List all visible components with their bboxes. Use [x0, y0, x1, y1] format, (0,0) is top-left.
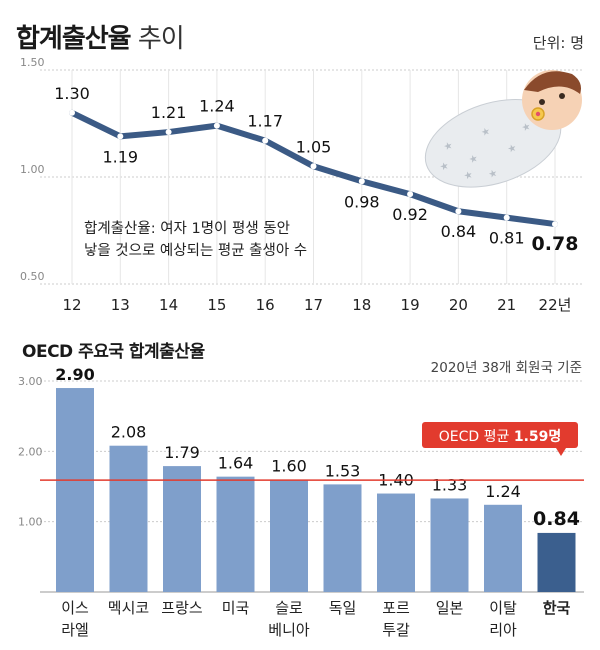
line-x-tick-label: 18 [352, 296, 371, 314]
line-x-tick-label: 17 [304, 296, 323, 314]
line-x-tick-label: 21 [497, 296, 516, 314]
line-y-tick-label: 0.50 [20, 270, 45, 283]
line-value-label: 0.78 [532, 233, 579, 255]
line-x-tick-label: 13 [111, 296, 130, 314]
line-value-label: 0.98 [344, 192, 380, 211]
oecd-basis-note: 2020년 38개 회원국 기준 [430, 360, 582, 376]
bar-y-tick-label: 3.00 [18, 375, 43, 388]
bar-y-tick-label: 2.00 [18, 445, 43, 458]
bar-value-label: 2.90 [55, 365, 94, 384]
oecd-average-callout-box [422, 422, 578, 448]
svg-text:★: ★ [487, 168, 499, 181]
bar-category-label: 투갈 [382, 621, 410, 639]
bar-y-tick-label: 1.00 [18, 516, 43, 529]
definition-line-1: 합계출산율: 여자 1명이 평생 동안 [84, 221, 290, 237]
line-x-tick-label: 12 [62, 296, 81, 314]
bar-0 [56, 388, 94, 592]
line-point [407, 191, 414, 198]
bar-3 [216, 476, 255, 592]
unit-label: 단위: 명 [532, 34, 584, 52]
line-x-tick-label: 15 [207, 296, 226, 314]
line-point [310, 163, 317, 170]
bar-7 [430, 498, 469, 592]
oecd-average-value: 1.59명 [514, 428, 561, 445]
oecd-average-label: OECD 평균 1.59명 [439, 428, 562, 445]
bar-category-label: 일본 [436, 599, 464, 617]
baby-icon: ★ ★ ★ ★ ★ ★ ★ ★ [424, 70, 582, 188]
bar-category-label: 베니아 [268, 621, 310, 639]
line-point [213, 122, 220, 129]
oecd-average-label-text: OECD 평균 [439, 429, 514, 445]
line-point [69, 109, 75, 116]
swaddled-baby-illustration: ★ ★ ★ ★ ★ ★ ★ ★ [412, 62, 592, 192]
bar-category-label: 독일 [329, 599, 357, 617]
svg-text:★: ★ [442, 140, 454, 153]
line-value-label: 1.30 [54, 84, 90, 103]
line-x-tick-label: 14 [159, 296, 178, 314]
line-value-label: 1.05 [296, 137, 332, 156]
oecd-section-title: OECD 주요국 합계출산율 [22, 342, 205, 362]
svg-text:★: ★ [506, 143, 518, 156]
line-y-tick-label: 1.00 [20, 163, 45, 176]
bar-value-label: 1.24 [485, 482, 521, 501]
bar-4 [270, 479, 308, 592]
svg-text:★: ★ [462, 169, 474, 182]
bar-category-label: 슬로 [275, 599, 303, 617]
line-y-tick-label: 1.50 [20, 56, 45, 69]
svg-text:★: ★ [480, 126, 492, 139]
line-point [358, 178, 365, 185]
bar-value-label: 1.40 [378, 471, 414, 490]
line-x-tick-label: 16 [256, 296, 275, 314]
page-title: 합계출산율 추이 [16, 18, 185, 55]
bar-5 [323, 484, 362, 592]
line-value-label: 0.84 [441, 222, 477, 241]
line-x-tick-label: 22년 [539, 296, 572, 314]
bar-category-label: 이탈 [489, 599, 517, 617]
oecd-average-callout: OECD 평균 1.59명 [422, 422, 578, 456]
bar-2 [163, 466, 201, 592]
oecd-average-callout-pointer [556, 448, 566, 456]
bar-value-label: 1.60 [271, 456, 307, 475]
line-value-label: 1.17 [247, 112, 283, 131]
bar-value-label: 1.33 [432, 475, 468, 494]
line-value-label: 1.19 [102, 147, 138, 166]
bar-category-label: 미국 [222, 599, 250, 617]
line-point [455, 208, 462, 215]
bar-6 [377, 493, 415, 592]
bar-value-label: 1.79 [164, 443, 200, 462]
line-chart: 0.50 1.00 1.50 1.30 1.19 1.21 1.24 1.17 1.05 0.98… [20, 56, 584, 314]
bar-category-label: 프랑스 [161, 599, 203, 617]
line-point [117, 133, 124, 140]
definition-note: 합계출산율: 여자 1명이 평생 동안 낳을 것으로 예상되는 평균 출생아 수 [84, 218, 307, 262]
bar-value-label: 1.53 [325, 461, 361, 480]
bar-category-label: 한국 [543, 599, 571, 617]
line-x-tick-label: 19 [401, 296, 420, 314]
title-main: 합계출산율 [16, 24, 132, 54]
bar-1 [109, 445, 148, 592]
bar-8 [484, 504, 522, 592]
bar-value-label: 0.84 [533, 508, 580, 530]
line-x-tick-label: 20 [449, 296, 468, 314]
bar-category-label: 이스 [61, 599, 89, 617]
line-value-label: 0.92 [392, 205, 428, 224]
bar-category-label: 리아 [489, 621, 517, 639]
svg-text:★: ★ [520, 121, 532, 134]
line-point [165, 129, 172, 136]
bar-category-label: 포르 [382, 599, 410, 617]
svg-text:★: ★ [468, 153, 480, 166]
line-value-label: 1.24 [199, 97, 235, 116]
line-value-label: 1.21 [151, 103, 187, 122]
definition-line-2: 낳을 것으로 예상되는 평균 출생아 수 [84, 243, 308, 259]
bar-9 [537, 532, 576, 592]
line-point [503, 214, 510, 221]
bar-category-label: 멕시코 [108, 599, 149, 617]
bar-value-label: 2.08 [111, 423, 147, 442]
line-value-label: 0.81 [489, 229, 525, 248]
line-point [552, 221, 558, 228]
line-point [262, 137, 269, 144]
bar-category-label: 라엘 [61, 621, 89, 639]
svg-text:★: ★ [439, 160, 451, 173]
title-sub: 추이 [137, 24, 185, 54]
bar-value-label: 1.64 [218, 454, 254, 473]
